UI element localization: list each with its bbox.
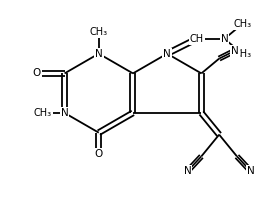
Text: N: N bbox=[231, 46, 239, 56]
Text: N: N bbox=[61, 108, 68, 118]
Text: N: N bbox=[247, 166, 254, 176]
Text: O: O bbox=[33, 68, 41, 78]
Text: CH₃: CH₃ bbox=[34, 108, 52, 118]
Text: CH₃: CH₃ bbox=[233, 49, 251, 59]
Text: N: N bbox=[163, 49, 171, 59]
Text: N: N bbox=[220, 34, 228, 44]
Text: N: N bbox=[95, 49, 103, 59]
Text: CH₃: CH₃ bbox=[90, 27, 108, 37]
Text: CH: CH bbox=[190, 34, 204, 44]
Text: CH₃: CH₃ bbox=[233, 19, 251, 29]
Text: N: N bbox=[184, 166, 192, 176]
Text: O: O bbox=[95, 149, 103, 159]
